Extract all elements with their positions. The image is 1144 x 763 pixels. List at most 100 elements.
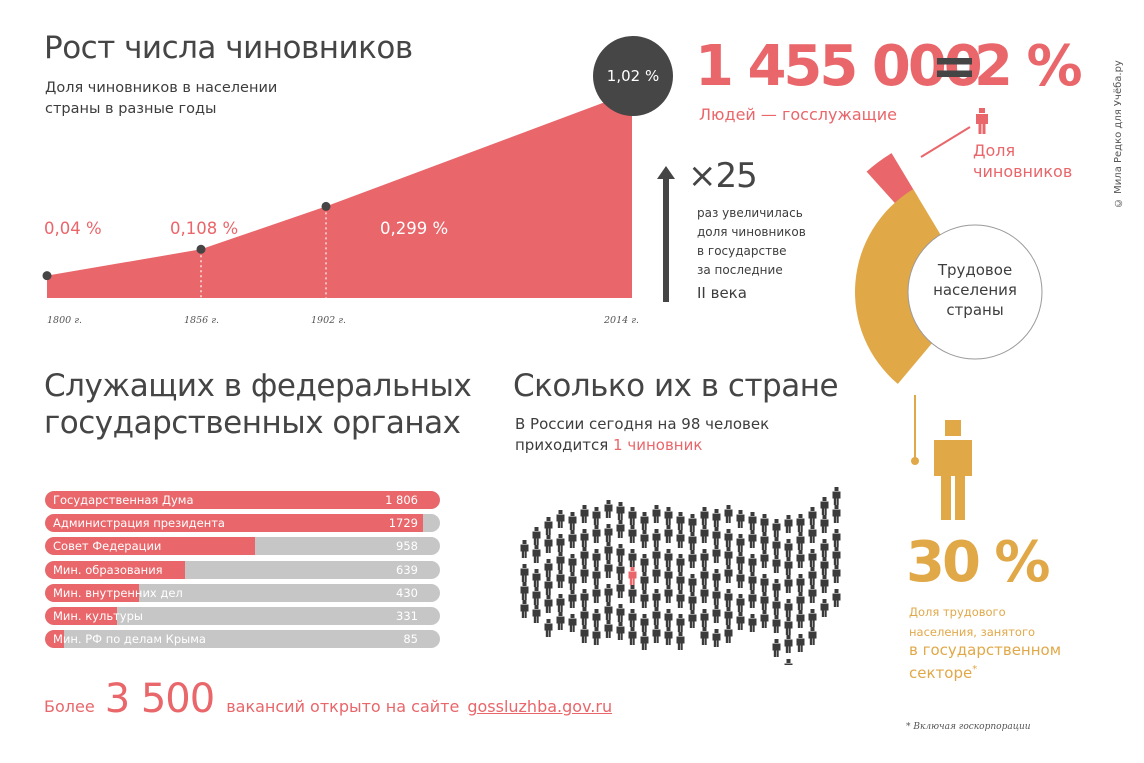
person-icon xyxy=(808,585,817,603)
officials-caption: Людей — госслужащие xyxy=(699,105,897,124)
bar-label: Мин. образования xyxy=(53,562,163,577)
person-icon xyxy=(736,612,745,630)
person-icon xyxy=(760,532,769,550)
person-icon xyxy=(556,612,565,630)
person-icon xyxy=(724,547,733,565)
country-line2-prefix: приходится xyxy=(515,436,609,454)
person-icon xyxy=(832,487,841,505)
person-icon xyxy=(808,525,817,543)
person-icon xyxy=(748,614,757,632)
bar-label: Мин. РФ по делам Крыма xyxy=(53,632,206,647)
person-icon xyxy=(724,505,733,523)
country-line2-highlight: 1 чиновник xyxy=(613,436,703,454)
bar-fill xyxy=(45,514,424,533)
bar-fill xyxy=(45,583,140,602)
person-icon xyxy=(616,544,625,562)
bar-row: Мин. культуры 331 xyxy=(45,607,440,625)
person-icon xyxy=(580,625,589,643)
person-icon xyxy=(652,505,661,523)
person-icon xyxy=(832,529,841,547)
person-icon xyxy=(808,549,817,567)
person-icon xyxy=(688,574,697,592)
person-icon xyxy=(676,632,685,650)
person-icon xyxy=(520,564,529,582)
person-icon xyxy=(700,609,709,627)
pie-center-line1: Трудовое xyxy=(937,261,1013,279)
person-icon xyxy=(628,585,637,603)
person-icon xyxy=(640,572,649,590)
vacancies-link[interactable]: gossluzhba.gov.ru xyxy=(467,697,613,716)
person-icon xyxy=(808,627,817,645)
public-sector-percent: 30 % xyxy=(906,530,1051,595)
person-icon xyxy=(820,515,829,533)
person-icon xyxy=(772,639,781,657)
person-icon xyxy=(796,574,805,592)
year-2014: 2014 г. xyxy=(604,315,640,326)
vacancies-number: 3 500 xyxy=(104,676,216,722)
person-icon xyxy=(640,590,649,608)
person-icon xyxy=(652,607,661,625)
public-sector-asterisk: * xyxy=(972,664,978,675)
bar-fill xyxy=(45,630,64,649)
person-icon xyxy=(796,634,805,652)
person-icon xyxy=(664,525,673,543)
year-1902: 1902 г. xyxy=(311,315,347,326)
person-icon xyxy=(748,530,757,548)
person-icon xyxy=(628,507,637,525)
person-icon xyxy=(640,554,649,572)
year-1800: 1800 г. xyxy=(47,315,83,326)
person-icon xyxy=(664,585,673,603)
person-icon xyxy=(712,527,721,545)
person-icon xyxy=(772,615,781,633)
person-icon xyxy=(616,502,625,520)
person-icon xyxy=(664,549,673,567)
person-gold-icon xyxy=(934,420,972,520)
person-icon xyxy=(832,505,841,523)
bar-label: Мин. внутренних дел xyxy=(53,585,183,600)
person-icon xyxy=(820,575,829,593)
bar-label: Государственная Дума xyxy=(53,493,194,507)
bar-fill xyxy=(45,560,185,579)
bar-label: Мин. культуры xyxy=(53,609,143,623)
bar-value: 430 xyxy=(396,585,418,600)
person-icon xyxy=(640,530,649,548)
bar-row: Мин. РФ по делам Крыма 85 xyxy=(45,630,440,649)
person-icon xyxy=(784,575,793,593)
person-icon xyxy=(832,589,841,607)
person-icon xyxy=(748,554,757,572)
officials-share-line2: чиновников xyxy=(973,162,1073,181)
person-icon xyxy=(784,599,793,617)
person-icon xyxy=(808,609,817,627)
public-sector-text-large: в государственном секторе* xyxy=(909,640,1061,683)
person-icon xyxy=(544,517,553,535)
person-icon xyxy=(556,570,565,588)
officials-connector-line xyxy=(920,126,971,158)
person-icon xyxy=(760,514,769,532)
person-icon xyxy=(736,570,745,588)
person-icon xyxy=(604,524,613,542)
person-icon xyxy=(604,500,613,518)
public-sector-line2: населения, занятого xyxy=(909,625,1036,639)
person-icon xyxy=(700,627,709,645)
growth-peak-circle: 1,02 % xyxy=(593,36,673,116)
person-icon xyxy=(580,607,589,625)
person-icon xyxy=(628,549,637,567)
person-icon xyxy=(664,507,673,525)
person-icon xyxy=(724,607,733,625)
vacancies-text: вакансий открыто на сайте xyxy=(226,697,460,716)
person-icon xyxy=(592,525,601,543)
person-icon xyxy=(796,514,805,532)
person-icon xyxy=(760,592,769,610)
country-line1: В России сегодня на 98 человек xyxy=(515,415,770,433)
bar-value: 1 806 xyxy=(385,493,418,507)
person-icon xyxy=(688,532,697,550)
person-icon xyxy=(664,627,673,645)
country-text: В России сегодня на 98 человек приходитс… xyxy=(515,414,769,456)
person-icon xyxy=(736,510,745,528)
person-icon xyxy=(772,555,781,573)
person-icon xyxy=(640,512,649,530)
person-icon xyxy=(544,619,553,637)
person-icon xyxy=(772,519,781,537)
person-icon xyxy=(568,554,577,572)
officials-count: 1 455 000 xyxy=(695,34,983,99)
